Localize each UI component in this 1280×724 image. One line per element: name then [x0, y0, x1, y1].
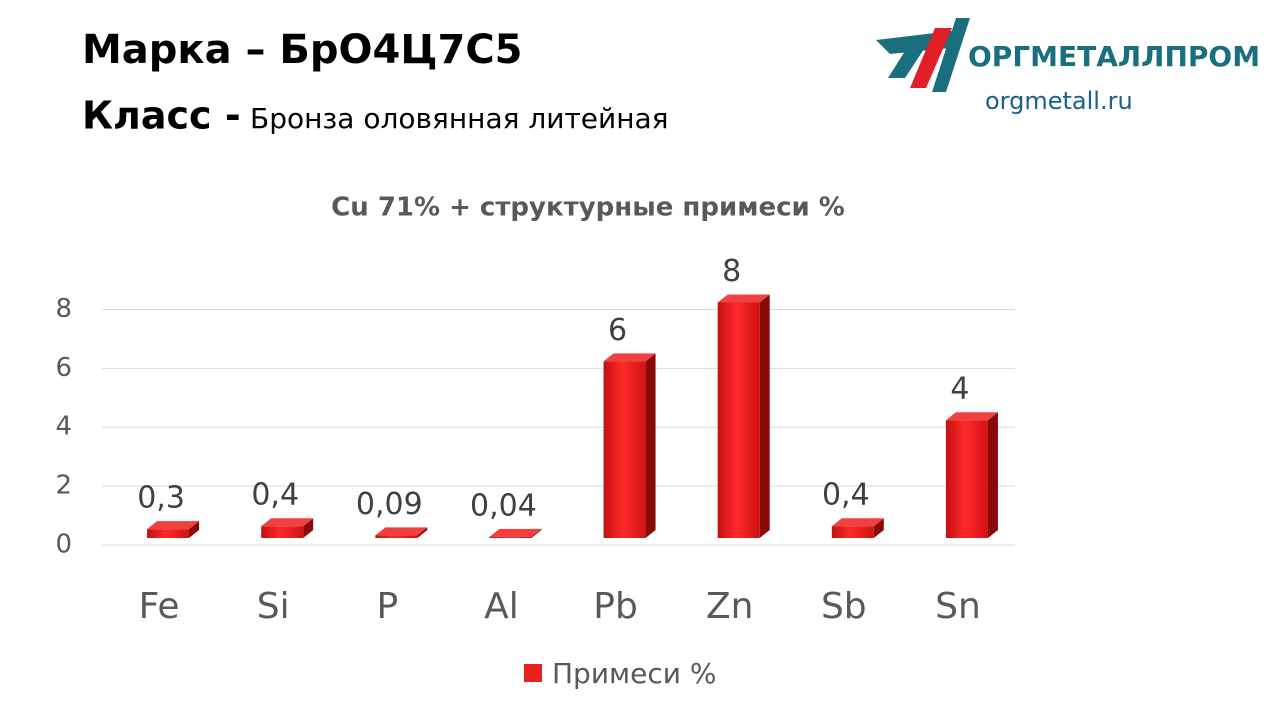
x-tick-label: Si [257, 586, 290, 627]
x-tick-label: P [376, 586, 398, 627]
y-tick-label: 0 [55, 530, 72, 560]
y-tick-label: 8 [55, 294, 72, 324]
value-label: 0,04 [470, 488, 537, 523]
bar-side [303, 518, 314, 538]
legend-label: Примеси % [552, 657, 716, 690]
bar-side [417, 527, 428, 538]
bar [147, 529, 190, 538]
class-value: Бронза оловянная литейная [250, 102, 669, 135]
value-label: 0,09 [356, 487, 423, 522]
y-tick-label: 2 [55, 471, 72, 501]
logo-url: orgmetall.ru [985, 87, 1133, 115]
class-label: Класс - [82, 94, 241, 138]
y-tick-label: 4 [55, 412, 72, 442]
bar-top [375, 527, 428, 536]
value-label: 0,4 [251, 478, 299, 513]
bar-top [717, 294, 770, 303]
bar-top [831, 518, 884, 527]
bar-side [189, 521, 200, 538]
bar-side [987, 412, 998, 538]
logo-mark [876, 18, 970, 92]
bar-top [603, 353, 656, 362]
value-label: 6 [608, 313, 627, 348]
bar-top [945, 412, 998, 421]
value-label: 4 [950, 372, 969, 407]
x-tick-label: Fe [139, 586, 180, 627]
grade-title: Марка – БрО4Ц7С5 [82, 27, 523, 73]
x-tick-label: Sn [935, 586, 981, 627]
value-label: 0,3 [137, 481, 185, 516]
bar-top [261, 518, 314, 527]
y-tick-label: 6 [55, 353, 72, 383]
x-tick-label: Al [484, 586, 519, 627]
bar-side [759, 294, 770, 538]
logo-name: ОРГМЕТАЛЛПРОМ [968, 40, 1260, 73]
x-tick-label: Sb [821, 586, 867, 627]
bar [489, 536, 532, 538]
bar [945, 420, 988, 538]
value-label: 0,4 [822, 478, 870, 513]
bar [717, 302, 760, 538]
bar-top [489, 528, 542, 537]
x-tick-label: Zn [706, 586, 753, 627]
value-label: 8 [722, 254, 741, 289]
bar [261, 526, 304, 538]
chart-title: Cu 71% + структурные примеси % [331, 193, 845, 223]
bar [831, 526, 874, 538]
x-tick-label: Pb [593, 586, 638, 627]
bar [375, 535, 418, 538]
bar-top [147, 521, 200, 530]
bar-side [645, 353, 656, 538]
bar-side [531, 528, 542, 538]
legend-swatch [524, 664, 542, 682]
bar [603, 361, 646, 538]
bar-side [873, 518, 884, 538]
